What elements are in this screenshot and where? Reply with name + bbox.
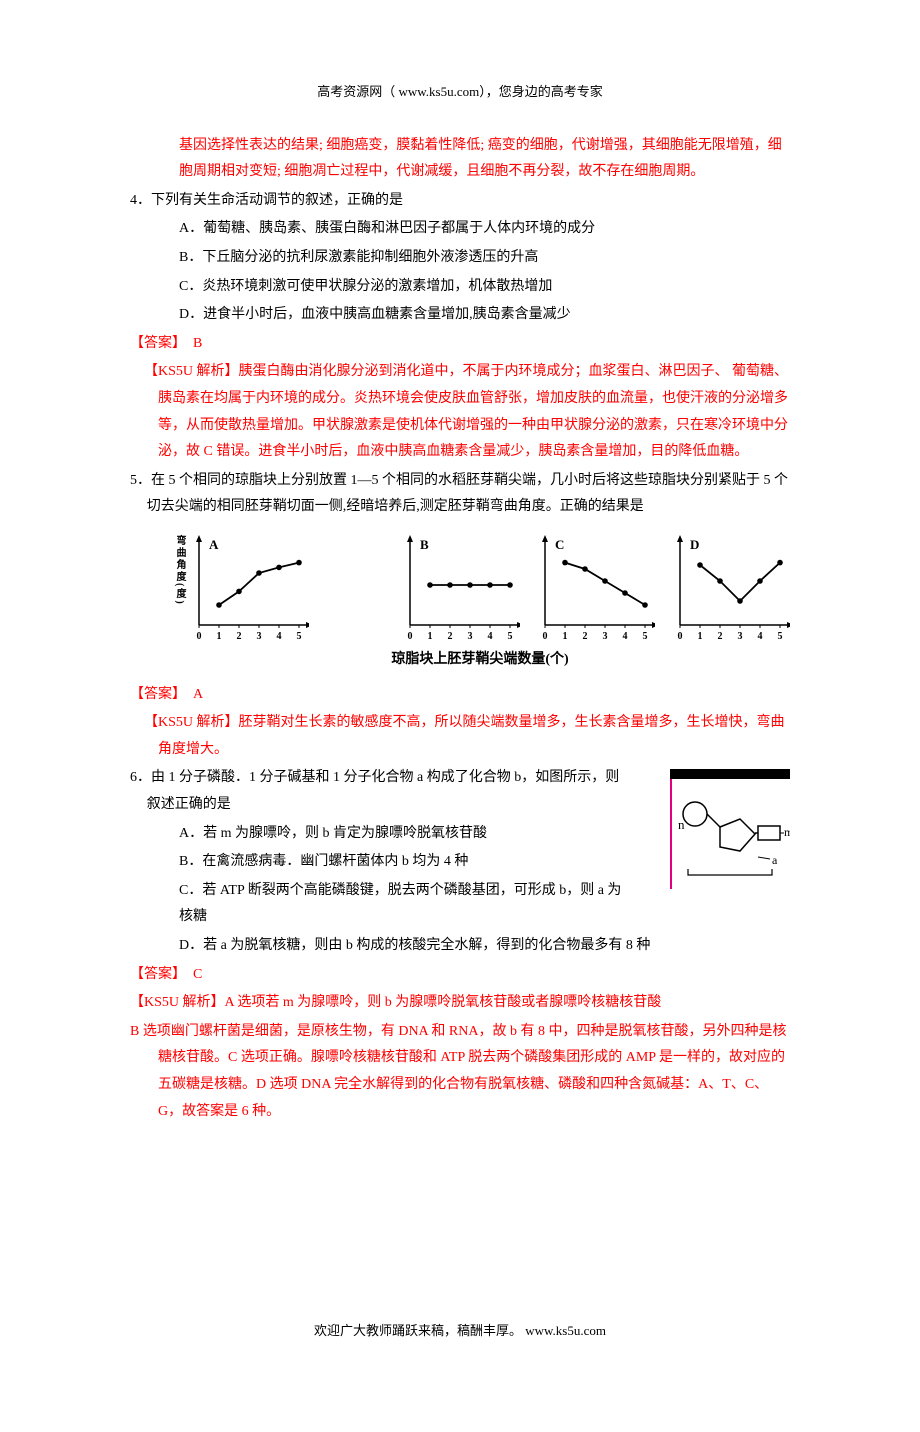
q6-explain-p2: B 选项幽门螺杆菌是细菌，是原核生物，有 DNA 和 RNA，故 b 有 8 中…: [130, 1019, 790, 1125]
svg-text:3: 3: [738, 631, 743, 642]
page-footer: 欢迎广大教师踊跃来稿，稿酬丰厚。 www.ks5u.com: [130, 1319, 790, 1344]
svg-text:0: 0: [543, 631, 548, 642]
svg-text:5: 5: [778, 631, 783, 642]
svg-text:0: 0: [408, 631, 413, 642]
q5-stem: 5．在 5 个相同的琼脂块上分别放置 1—5 个相同的水稻胚芽鞘尖端，几小时后将…: [130, 468, 790, 521]
svg-text:1: 1: [217, 631, 222, 642]
svg-text:n: n: [678, 817, 685, 832]
svg-text:m: m: [784, 825, 790, 839]
q5-answer: 【答案】 A: [130, 682, 790, 709]
svg-text:3: 3: [468, 631, 473, 642]
svg-text:a: a: [772, 853, 778, 867]
q3-explanation: 基因选择性表达的结果; 细胞癌变，膜黏着性降低; 癌变的细胞，代谢增强，其细胞能…: [130, 133, 790, 186]
svg-text:4: 4: [488, 631, 493, 642]
svg-text:A: A: [209, 537, 219, 552]
svg-text:5: 5: [297, 631, 302, 642]
svg-text:4: 4: [623, 631, 628, 642]
chart-b: 0 1 2 3 4 5 B: [400, 535, 520, 645]
q6-diagram: n ma: [640, 769, 790, 910]
svg-text:D: D: [690, 537, 699, 552]
chart-ylabel: 弯曲角度(度): [170, 535, 189, 606]
svg-text:1: 1: [698, 631, 703, 642]
svg-text:4: 4: [277, 631, 282, 642]
svg-text:2: 2: [448, 631, 453, 642]
q4-option-a: A．葡萄糖、胰岛素、胰蛋白酶和淋巴因子都属于人体内环境的成分: [130, 216, 790, 243]
q6-answer: 【答案】 C: [130, 962, 790, 989]
chart-d: 0 1 2 3 4 5 D: [670, 535, 790, 645]
q6-explain-p1: 【KS5U 解析】A 选项若 m 为腺嘌呤，则 b 为腺嘌呤脱氧核苷酸或者腺嘌呤…: [130, 990, 790, 1017]
svg-text:2: 2: [237, 631, 242, 642]
q4-option-d: D．进食半小时后，血液中胰高血糖素含量增加,胰岛素含量减少: [130, 302, 790, 329]
page-header: 高考资源网（ www.ks5u.com），您身边的高考专家: [130, 80, 790, 105]
q4-stem: 4．下列有关生命活动调节的叙述，正确的是: [130, 188, 790, 215]
chart-a: 0 1 2 3 4 5 A: [189, 535, 309, 645]
q4-option-c: C．炎热环境刺激可使甲状腺分泌的激素增加，机体散热增加: [130, 274, 790, 301]
svg-text:1: 1: [428, 631, 433, 642]
svg-text:4: 4: [758, 631, 763, 642]
chart-c: 0 1 2 3 4 5 C: [535, 535, 655, 645]
svg-text:0: 0: [678, 631, 683, 642]
q5-charts: 弯曲角度(度) 0 1 2 3 4 5 A 0 1 2 3 4 5 B 0 1 2 3 4 5 C 0 1 2 3 4 5 D: [170, 535, 790, 645]
chart-xlabel: 琼脂块上胚芽鞘尖端数量(个): [170, 647, 790, 674]
q6-option-d: D．若 a 为脱氧核糖，则由 b 构成的核酸完全水解，得到的化合物最多有 8 种: [130, 933, 790, 960]
q4-explanation: 【KS5U 解析】胰蛋白酶由消化腺分泌到消化道中，不属于内环境成分；血浆蛋白、淋…: [130, 359, 790, 465]
svg-text:C: C: [555, 537, 564, 552]
svg-text:3: 3: [603, 631, 608, 642]
svg-text:0: 0: [197, 631, 202, 642]
q5-explanation: 【KS5U 解析】胚芽鞘对生长素的敏感度不高，所以随尖端数量增多，生长素含量增多…: [130, 710, 790, 763]
svg-text:2: 2: [583, 631, 588, 642]
svg-text:1: 1: [563, 631, 568, 642]
q4-answer: 【答案】 B: [130, 331, 790, 358]
svg-text:3: 3: [257, 631, 262, 642]
q4-option-b: B．下丘脑分泌的抗利尿激素能抑制细胞外液渗透压的升高: [130, 245, 790, 272]
svg-text:2: 2: [718, 631, 723, 642]
svg-text:B: B: [420, 537, 429, 552]
svg-text:5: 5: [643, 631, 648, 642]
svg-text:5: 5: [508, 631, 513, 642]
